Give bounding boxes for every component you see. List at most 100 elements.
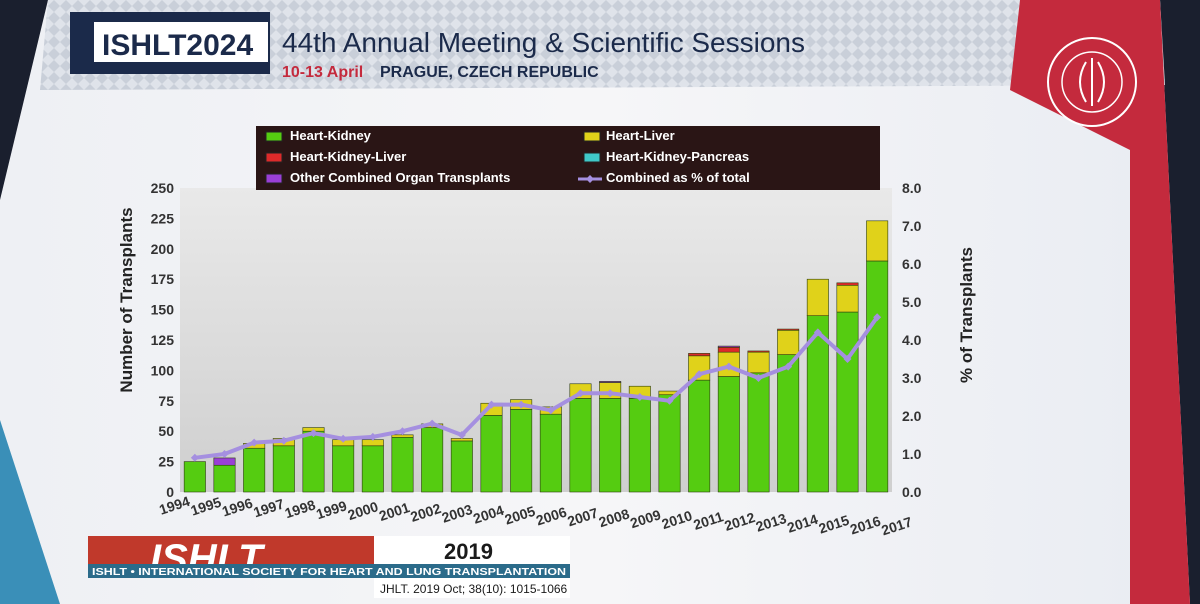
combined-percent-point-2007 xyxy=(576,389,585,398)
combined-percent-point-2001 xyxy=(398,427,407,436)
bar-other-1995 xyxy=(213,457,236,466)
bar-heart-kidney-2010 xyxy=(658,394,681,493)
legend-swatch-other xyxy=(265,173,283,184)
bar-heart-kidney-1998 xyxy=(302,430,325,493)
combined-percent-point-1997 xyxy=(279,436,288,445)
y2-tick-label: 5.0 xyxy=(902,294,922,310)
bar-heart-kidney-2013 xyxy=(747,372,770,493)
footer-citation-text: JHLT. 2019 Oct; 38(10): 1015-1066 xyxy=(380,582,568,596)
bar-heart-kidney-liver-2013 xyxy=(747,350,770,353)
y-tick-label: 150 xyxy=(151,302,175,318)
combined-percent-point-2010 xyxy=(665,396,674,405)
bar-heart-kidney-liver-2014 xyxy=(777,328,800,331)
meeting-title: 44th Annual Meeting & Scientific Session… xyxy=(282,27,805,58)
y2-tick-label: 0.0 xyxy=(902,484,922,500)
y2-axis-title: % of Transplants xyxy=(957,247,976,383)
legend-label-heart-kidney-liver: Heart-Kidney-Liver xyxy=(290,149,406,164)
footer-society: ISHLT • INTERNATIONAL SOCIETY FOR HEART … xyxy=(92,566,566,578)
y-tick-label: 125 xyxy=(151,332,175,348)
bar-heart-kidney-2001 xyxy=(391,436,414,493)
y-tick-label: 200 xyxy=(151,241,175,257)
bar-heart-kidney-2007 xyxy=(569,398,592,493)
bar-heart-liver-2017 xyxy=(866,220,889,262)
combined-percent-point-1995 xyxy=(220,450,229,458)
combined-percent-point-2000 xyxy=(368,432,377,441)
combined-percent-point-2003 xyxy=(457,431,466,439)
bar-heart-kidney-2017 xyxy=(866,260,889,493)
combined-percent-point-2008 xyxy=(606,389,615,398)
bar-other-2012 xyxy=(717,345,740,348)
bar-heart-kidney-2009 xyxy=(628,398,651,493)
bar-heart-kidney-2011 xyxy=(688,379,711,493)
y2-tick-label: 3.0 xyxy=(902,370,922,386)
bar-heart-kidney-liver-2012 xyxy=(717,346,740,353)
combined-percent-point-2006 xyxy=(546,406,555,415)
combined-percent-point-2016 xyxy=(843,355,852,363)
bar-heart-kidney-2012 xyxy=(717,376,740,493)
legend-swatch-heart-liver xyxy=(583,131,601,142)
legend-swatch-heart-kidney-liver xyxy=(265,152,283,163)
bar-heart-kidney-1995 xyxy=(213,464,236,493)
combined-percent-point-2015 xyxy=(813,328,822,337)
legend-swatch-heart-kidney xyxy=(265,131,283,142)
bar-heart-kidney-2006 xyxy=(539,413,562,493)
ishlt2024-logo: ISHLT2024 xyxy=(70,12,270,74)
bar-heart-kidney-1999 xyxy=(332,445,355,493)
y2-tick-label: 4.0 xyxy=(902,332,922,348)
y-tick-label: 100 xyxy=(151,362,175,378)
legend-swatch-heart-kidney-pancreas xyxy=(583,152,601,163)
y-tick-label: 250 xyxy=(151,180,175,196)
bar-heart-kidney-2005 xyxy=(510,409,533,493)
footer-year-box xyxy=(374,536,570,566)
bar-heart-kidney-1997 xyxy=(272,445,295,493)
y-tick-label: 175 xyxy=(151,271,175,287)
bar-heart-kidney-1994 xyxy=(183,461,206,493)
bar-other-2008 xyxy=(599,381,622,383)
y-tick-label: 50 xyxy=(158,423,174,439)
combined-percent-point-2002 xyxy=(428,419,437,428)
combined-percent-line xyxy=(194,316,879,460)
y-axis-right: 0.0 1.0 2.0 3.0 4.0 5.0 6.0 7.0 8.0 xyxy=(902,180,922,500)
logo-text: ISHLT2024 xyxy=(102,29,253,62)
meeting-location: PRAGUE, CZECH REPUBLIC xyxy=(380,64,599,81)
y-tick-label: 25 xyxy=(158,454,174,470)
y-tick-label: 0 xyxy=(166,484,174,500)
combined-percent-point-1998 xyxy=(309,429,318,438)
legend-label-other: Other Combined Organ Transplants xyxy=(290,170,510,185)
bar-heart-kidney-2008 xyxy=(599,398,622,493)
footer-society-band xyxy=(88,564,570,578)
red-accent xyxy=(1010,0,1190,604)
y2-tick-label: 7.0 xyxy=(902,218,922,234)
combined-percent-point-2011 xyxy=(695,370,704,379)
combined-percent-point-2012 xyxy=(724,362,733,371)
plot-area xyxy=(180,188,892,492)
legend-label-heart-kidney-pancreas: Heart-Kidney-Pancreas xyxy=(606,149,749,164)
combined-percent-point-2004 xyxy=(487,400,496,409)
bars xyxy=(183,220,889,493)
combined-percent-point-2014 xyxy=(784,362,793,371)
blue-accent xyxy=(0,420,60,604)
bar-heart-liver-2013 xyxy=(747,351,770,374)
footer-citation: ISHLT 2019 ISHLT • INTERNATIONAL SOCIETY… xyxy=(88,536,570,598)
bar-heart-kidney-2002 xyxy=(421,427,444,493)
bar-heart-kidney-2004 xyxy=(480,415,503,493)
society-seal-icon xyxy=(1047,37,1137,127)
bar-heart-liver-2014 xyxy=(777,329,800,355)
combined-percent-point-1994 xyxy=(190,453,199,462)
footer-year: 2019 xyxy=(444,539,493,564)
legend-box xyxy=(256,126,880,190)
bar-heart-liver-2001 xyxy=(391,434,414,438)
legend-label-combined: Combined as % of total xyxy=(606,170,750,185)
header-band xyxy=(40,0,1165,90)
bar-heart-kidney-liver-2011 xyxy=(688,353,711,357)
combined-percent-point-1999 xyxy=(339,434,348,443)
bar-heart-liver-2016 xyxy=(836,284,859,313)
bar-heart-kidney-liver-2016 xyxy=(836,282,859,286)
combined-percent-point-2009 xyxy=(635,393,644,401)
combined-percent-point-1996 xyxy=(250,438,259,447)
y-axis-left: 0 25 50 75 100 125 150 175 200 225 250 xyxy=(151,180,175,500)
legend-label-heart-liver: Heart-Liver xyxy=(606,128,675,143)
y-axis-title: Number of Transplants xyxy=(117,207,136,392)
legend-marker-combined xyxy=(586,175,594,183)
